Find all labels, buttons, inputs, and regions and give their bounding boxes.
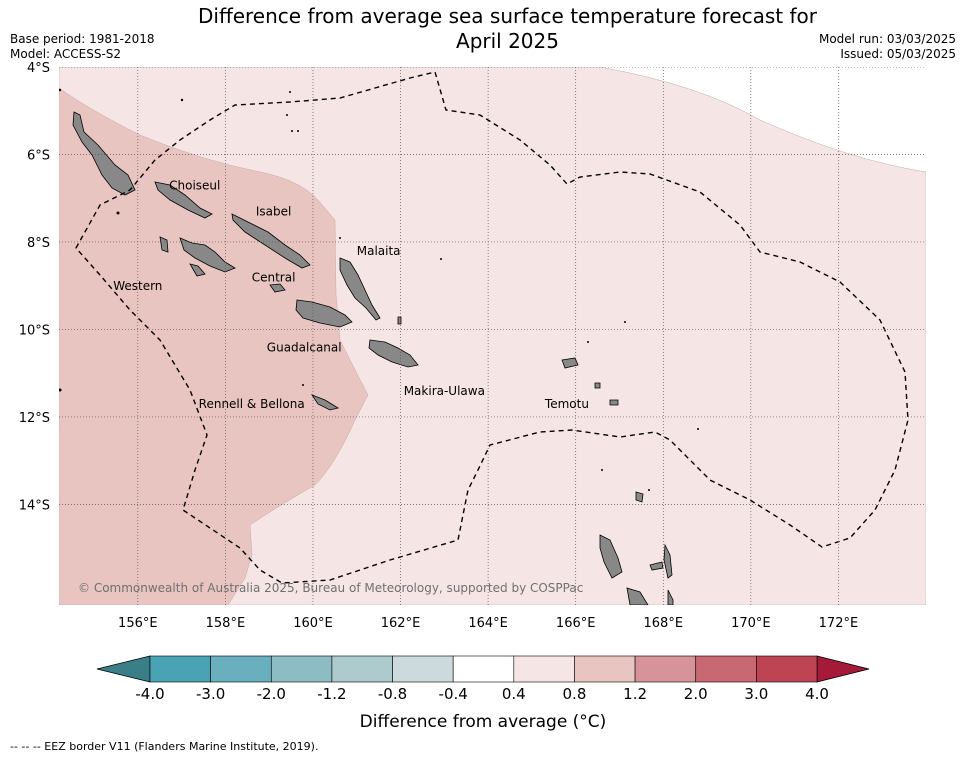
colorbar-swatch <box>452 655 515 683</box>
colorbar-tick-label: 4.0 <box>805 685 829 703</box>
colorbar-swatch <box>149 655 211 683</box>
province-label: Choiseul <box>169 178 220 192</box>
island-guadalcanal <box>295 299 353 328</box>
copyright-text: © Commonwealth of Australia 2025, Bureau… <box>78 581 583 595</box>
colorbar-swatch <box>634 655 697 683</box>
sst-map: Choiseul Isabel Malaita Western Central Guada… <box>19 61 926 631</box>
island-torres <box>635 491 644 503</box>
colorbar-swatch <box>574 655 636 683</box>
colorbar-swatch <box>392 655 454 683</box>
model-run: Model run: 03/03/2025 <box>818 32 956 46</box>
province-label: Temotu <box>544 397 589 411</box>
lon-tick-label: 160°E <box>293 616 333 631</box>
anomaly-band-0p8-1p2 <box>59 87 369 605</box>
lon-tick-label: 156°E <box>118 616 158 631</box>
colorbar-low-extend <box>96 655 151 683</box>
model-name: Model: ACCESS-S2 <box>10 47 122 61</box>
colorbar-tick-label: -0.4 <box>439 685 468 703</box>
island-malaita <box>339 257 381 321</box>
province-label: Western <box>113 279 162 293</box>
province-label: Makira-Ulawa <box>404 384 485 398</box>
province-label: Malaita <box>357 244 401 258</box>
colorbar-tick-label: -1.2 <box>317 685 346 703</box>
province-label: Isabel <box>256 205 291 219</box>
lon-tick-label: 168°E <box>644 616 684 631</box>
base-period: Base period: 1981-2018 <box>10 32 155 46</box>
island-florida <box>269 283 286 293</box>
island-vella <box>159 236 169 253</box>
title-line-2: April 2025 <box>456 29 559 53</box>
colorbar-tick-label: -2.0 <box>257 685 286 703</box>
province-label: Guadalcanal <box>267 340 342 354</box>
colorbar-tick-label: 1.2 <box>623 685 647 703</box>
province-label: Central <box>252 270 296 284</box>
island-utupua <box>594 382 601 389</box>
island-rendova <box>189 263 206 277</box>
lat-tick-label: 8°S <box>27 236 50 251</box>
colorbar-high-extend <box>816 655 870 683</box>
lon-tick-label: 166°E <box>556 616 596 631</box>
eez-border <box>75 71 909 584</box>
island-makira <box>368 339 419 368</box>
colorbar-tick-label: 2.0 <box>684 685 708 703</box>
colorbar-tick-label: -3.0 <box>196 685 225 703</box>
island-malakula <box>626 587 649 605</box>
colorbar-tick-label: -4.0 <box>135 685 164 703</box>
island-maewo <box>663 543 673 579</box>
colorbar-swatch <box>756 655 818 683</box>
colorbar-swatch <box>513 655 575 683</box>
lon-tick-label: 172°E <box>819 616 859 631</box>
colorbar-tick-label: 3.0 <box>744 685 768 703</box>
colorbar-swatch <box>210 655 272 683</box>
lat-tick-label: 6°S <box>27 148 50 163</box>
lat-tick-label: 14°S <box>19 498 50 513</box>
lat-tick-label: 12°S <box>19 411 50 426</box>
island-santa-cruz <box>561 357 579 369</box>
meta-left: Base period: 1981-2018 Model: ACCESS-S2 <box>10 32 155 62</box>
province-label: Rennell & Bellona <box>199 397 305 411</box>
colorbar-swatch <box>695 655 757 683</box>
meta-right: Model run: 03/03/2025 Issued: 05/03/2025 <box>819 32 956 62</box>
colorbar-tick-label: 0.8 <box>563 685 587 703</box>
island-espiritu-santo <box>599 534 623 579</box>
title-line-1: Difference from average sea surface temp… <box>197 4 817 28</box>
map-title: Difference from average sea surface temp… <box>170 4 845 54</box>
colorbar-tick-label: 0.4 <box>502 685 526 703</box>
island-bougainville <box>72 111 136 196</box>
island-choiseul <box>154 181 213 219</box>
island-rennell <box>310 394 340 411</box>
lon-tick-label: 158°E <box>206 616 246 631</box>
colorbar-swatch <box>331 655 393 683</box>
graticule <box>59 67 926 605</box>
lon-tick-label: 162°E <box>381 616 421 631</box>
island-isabel <box>231 213 311 269</box>
issued-date: Issued: 05/03/2025 <box>840 47 956 61</box>
lat-tick-label: 10°S <box>19 323 50 338</box>
colorbar-tick-label: -0.8 <box>378 685 407 703</box>
lat-tick-label: 4°S <box>27 61 50 76</box>
colorbar-swatch <box>270 655 333 683</box>
lon-tick-label: 170°E <box>731 616 771 631</box>
lon-tick-label: 164°E <box>468 616 508 631</box>
island-pentecost <box>667 589 674 605</box>
island-new-georgia <box>179 237 236 273</box>
island-vanikoro <box>609 399 619 406</box>
footnote: -- -- -- EEZ border V11 (Flanders Marine… <box>10 740 319 753</box>
colorbar-label: Difference from average (°C) <box>360 712 607 732</box>
